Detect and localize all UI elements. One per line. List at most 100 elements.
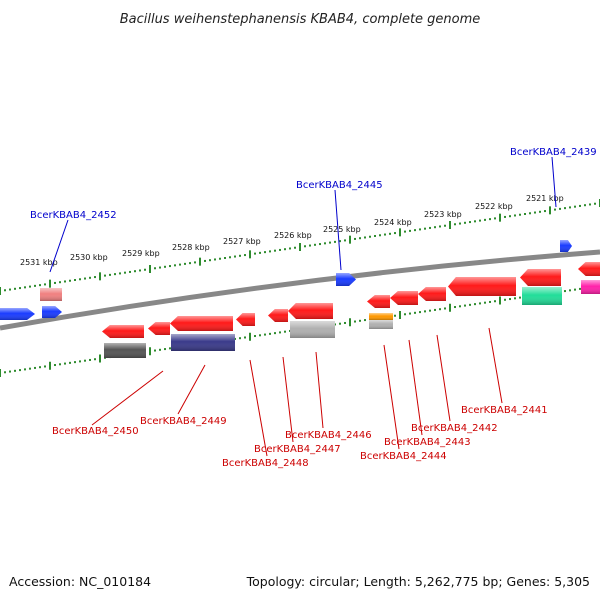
ruler-minor-tick [69, 361, 71, 364]
ruler-major-tick [249, 250, 251, 259]
ruler-minor-tick [29, 367, 31, 370]
gene-shading [102, 325, 144, 338]
ruler-minor-tick [504, 215, 506, 218]
ruler-major-tick [49, 361, 51, 370]
ruler-minor-tick [514, 214, 516, 217]
gene-label-bottom: BcerKBAB4_2450 [52, 426, 139, 437]
ruler-minor-tick [574, 205, 576, 208]
ruler-minor-tick [519, 296, 521, 299]
ruler-minor-tick [364, 319, 366, 322]
ruler-minor-tick [334, 240, 336, 243]
gene-label-bottom: BcerKBAB4_2443 [384, 437, 471, 448]
ruler-major-tick [99, 272, 101, 281]
gene-label-top: BcerKBAB4_2445 [296, 180, 383, 191]
gene-shading [367, 295, 390, 308]
leader-line-bottom [383, 344, 400, 450]
ruler-minor-tick [279, 248, 281, 251]
leader-line-bottom [436, 334, 451, 422]
ruler-minor-tick [419, 311, 421, 314]
ruler-minor-tick [164, 265, 166, 268]
leader-line-bottom [249, 359, 268, 457]
ruler-minor-tick [509, 215, 511, 218]
ruler-minor-tick [459, 222, 461, 225]
gene-arrow [236, 313, 255, 326]
ruler-minor-tick [409, 312, 411, 315]
gene-shading [236, 313, 255, 326]
gene-shading [390, 291, 418, 305]
ruler-minor-tick [34, 366, 36, 369]
ruler-minor-tick [444, 307, 446, 310]
gene-arrow [520, 269, 561, 286]
ruler-minor-tick [64, 280, 66, 283]
ruler-minor-tick [214, 258, 216, 261]
ruler-minor-tick [439, 308, 441, 311]
gene-arrow [104, 343, 146, 358]
ruler-minor-tick [529, 212, 531, 215]
ruler-minor-tick [454, 306, 456, 309]
ruler-minor-tick [579, 287, 581, 290]
ruler-minor-tick [309, 244, 311, 247]
ruler-major-tick [249, 332, 251, 341]
ruler-major-tick [449, 303, 451, 312]
ruler-minor-tick [279, 331, 281, 334]
ruler-minor-tick [94, 358, 96, 361]
kbp-tick-label: 2522 kbp [475, 202, 513, 211]
ruler-minor-tick [344, 321, 346, 324]
ruler-minor-tick [544, 210, 546, 213]
ruler-minor-tick [9, 370, 11, 373]
ruler-minor-tick [469, 303, 471, 306]
gene-label-bottom: BcerKBAB4_2441 [461, 405, 548, 416]
leader-line-top [49, 219, 69, 273]
ruler-minor-tick [259, 251, 261, 254]
ruler-minor-tick [479, 302, 481, 305]
ruler-minor-tick [424, 310, 426, 313]
gene-arrow [42, 306, 62, 318]
ruler-minor-tick [239, 337, 241, 340]
gene-arrow [0, 308, 35, 320]
gene-arrow [290, 321, 335, 338]
ruler-minor-tick [209, 259, 211, 262]
map-title: Bacillus weihenstephanensis KBAB4, compl… [120, 12, 481, 27]
ruler-minor-tick [414, 311, 416, 314]
ruler-minor-tick [189, 262, 191, 265]
ruler-minor-tick [384, 233, 386, 236]
leader-line-top [551, 156, 557, 208]
label-leader-lines [49, 156, 557, 457]
ruler-minor-tick [169, 265, 171, 268]
ruler-minor-tick [454, 223, 456, 226]
gene-arrow [336, 273, 356, 286]
ruler-minor-tick [289, 247, 291, 250]
ruler-minor-tick [14, 287, 16, 290]
ruler-minor-tick [354, 320, 356, 323]
gene-shading [418, 287, 446, 301]
ruler-minor-tick [364, 236, 366, 239]
gene-arrow [40, 288, 62, 301]
ruler-minor-tick [589, 203, 591, 206]
gene-shading [522, 287, 562, 305]
gene-shading [581, 280, 600, 294]
ruler-minor-tick [564, 290, 566, 293]
ruler-minor-tick [474, 220, 476, 223]
ruler-minor-tick [24, 368, 26, 371]
gene-label-bottom: BcerKBAB4_2442 [411, 423, 498, 434]
ruler-minor-tick [134, 270, 136, 273]
ruler-minor-tick [269, 250, 271, 253]
ruler-minor-tick [19, 369, 21, 372]
ruler-minor-tick [444, 224, 446, 227]
kbp-tick-label: 2525 kbp [323, 225, 361, 234]
ruler-minor-tick [339, 240, 341, 243]
ruler-minor-tick [144, 268, 146, 271]
gene-shading [578, 262, 600, 276]
ruler-minor-tick [54, 281, 56, 284]
ruler-minor-tick [69, 279, 71, 282]
gene-shading [369, 320, 393, 329]
gene-label-top: BcerKBAB4_2452 [30, 210, 117, 221]
ruler-minor-tick [359, 319, 361, 322]
ruler-minor-tick [154, 349, 156, 352]
ruler-minor-tick [44, 283, 46, 286]
ruler-minor-tick [379, 234, 381, 237]
leader-line-top [334, 189, 342, 271]
ruler-minor-tick [359, 237, 361, 240]
ruler-minor-tick [504, 298, 506, 301]
leader-line-bottom [315, 351, 324, 429]
